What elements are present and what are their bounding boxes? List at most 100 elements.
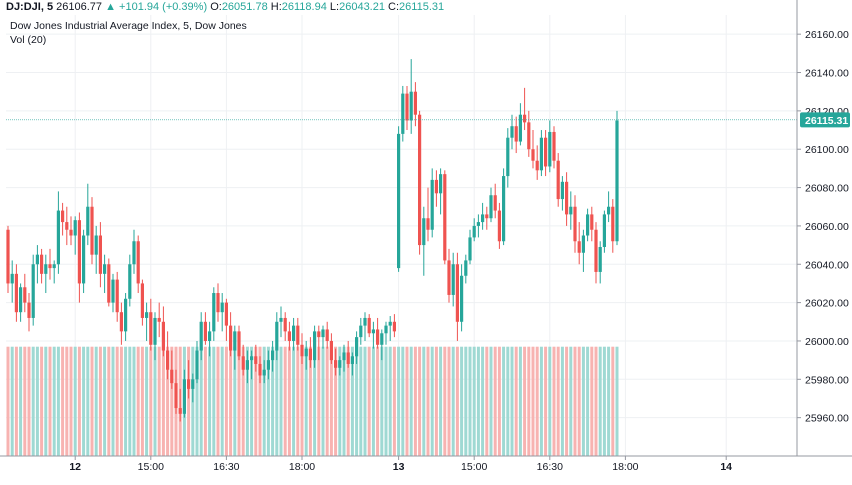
candle-body (258, 363, 262, 376)
price-tick-label: 25960.00 (805, 413, 849, 425)
candle (300, 333, 304, 364)
candle-body (430, 179, 434, 230)
candle-body (514, 126, 518, 142)
symbol-label[interactable]: DJ:DJI, 5 (6, 1, 54, 13)
candle (233, 325, 237, 370)
candle (61, 202, 65, 236)
volume-bar (569, 346, 573, 456)
low-label: L: (329, 1, 340, 13)
candle-body (140, 283, 144, 318)
candle-body (426, 218, 430, 230)
candle (468, 229, 472, 265)
candle-body (308, 348, 312, 361)
candle-body (153, 317, 157, 345)
candle-body (376, 329, 380, 345)
candle (124, 293, 128, 341)
candle (292, 317, 296, 351)
candle (388, 316, 392, 341)
volume-bar (392, 346, 396, 456)
candle (145, 302, 149, 341)
volume-bar (334, 346, 338, 456)
volume-bar (493, 346, 497, 456)
volume-bar (506, 346, 510, 456)
volume-bars (6, 346, 619, 456)
volume-bar (325, 346, 329, 456)
volume-bar (195, 346, 199, 456)
candle (157, 302, 161, 338)
candle-body (544, 137, 548, 167)
candle-body (128, 264, 132, 299)
candle-body (422, 218, 426, 246)
candle (359, 317, 363, 345)
volume-bar (224, 346, 228, 456)
candle (140, 279, 144, 326)
volume-bar (90, 346, 94, 456)
price-tick-label: 26160.00 (805, 29, 849, 41)
candle-body (552, 131, 556, 161)
candle-body (418, 114, 422, 246)
candle (195, 340, 199, 384)
volume-bar (472, 346, 476, 456)
volume-bar (149, 346, 153, 456)
candle (6, 225, 10, 294)
candle (556, 153, 560, 207)
change-value: +101.94 (+0.39%) (119, 1, 208, 13)
candle (86, 183, 90, 246)
candle-body (23, 287, 27, 303)
candle (153, 312, 157, 361)
time-axis[interactable]: 12 15:00 16:30 18:00 13 15:00 16:30 18:00 14 (0, 455, 852, 473)
candle-body (245, 360, 249, 370)
candle (258, 356, 262, 384)
volume-bar (556, 346, 560, 456)
price-axis[interactable]: 25960.00 25980.00 26000.00 26020.00 26040.00… (796, 0, 849, 456)
candle-body (203, 321, 207, 341)
candle-body (292, 325, 296, 341)
chart-title: Dow Jones Industrial Average Index, 5, D… (10, 20, 247, 32)
candle-body (472, 225, 476, 238)
volume-bar (560, 346, 564, 456)
candle (523, 87, 527, 131)
volume-bar (359, 346, 363, 456)
candle-body (560, 181, 564, 200)
candle (199, 312, 203, 361)
price-tick-label: 26060.00 (805, 221, 849, 233)
candle (128, 254, 132, 307)
candle (317, 325, 321, 361)
volume-bar (287, 346, 291, 456)
candle (132, 229, 136, 274)
volume-bar (233, 346, 237, 456)
candle-body (166, 350, 170, 370)
volume-bar (6, 346, 10, 456)
candle-body (392, 321, 396, 332)
volume-bar (602, 346, 606, 456)
close-value: 26115.31 (399, 1, 445, 13)
candle (98, 222, 102, 288)
candle (325, 321, 329, 349)
candle-body (132, 241, 136, 265)
volume-study-label[interactable]: Vol (20) (10, 34, 47, 46)
volume-bar (44, 346, 48, 456)
volume-bar (544, 346, 548, 456)
candle (430, 168, 434, 238)
candle (598, 241, 602, 284)
volume-bar (40, 346, 44, 456)
candle (485, 206, 489, 230)
candle (380, 329, 384, 361)
candle (103, 254, 107, 294)
candle (44, 254, 48, 294)
volume-bar (313, 346, 317, 456)
candle (208, 321, 212, 357)
candle (397, 126, 401, 272)
volume-bar (279, 346, 283, 456)
candle (455, 252, 459, 341)
candle (229, 312, 233, 357)
volume-bar (115, 346, 119, 456)
open-value: 26051.78 (221, 1, 268, 13)
time-tick-label: 18:00 (612, 461, 638, 473)
candle (443, 170, 447, 265)
candle-body (493, 195, 497, 211)
candle-body (434, 179, 438, 194)
volume-bar (401, 346, 405, 456)
time-tick-label: 18:00 (289, 461, 315, 473)
